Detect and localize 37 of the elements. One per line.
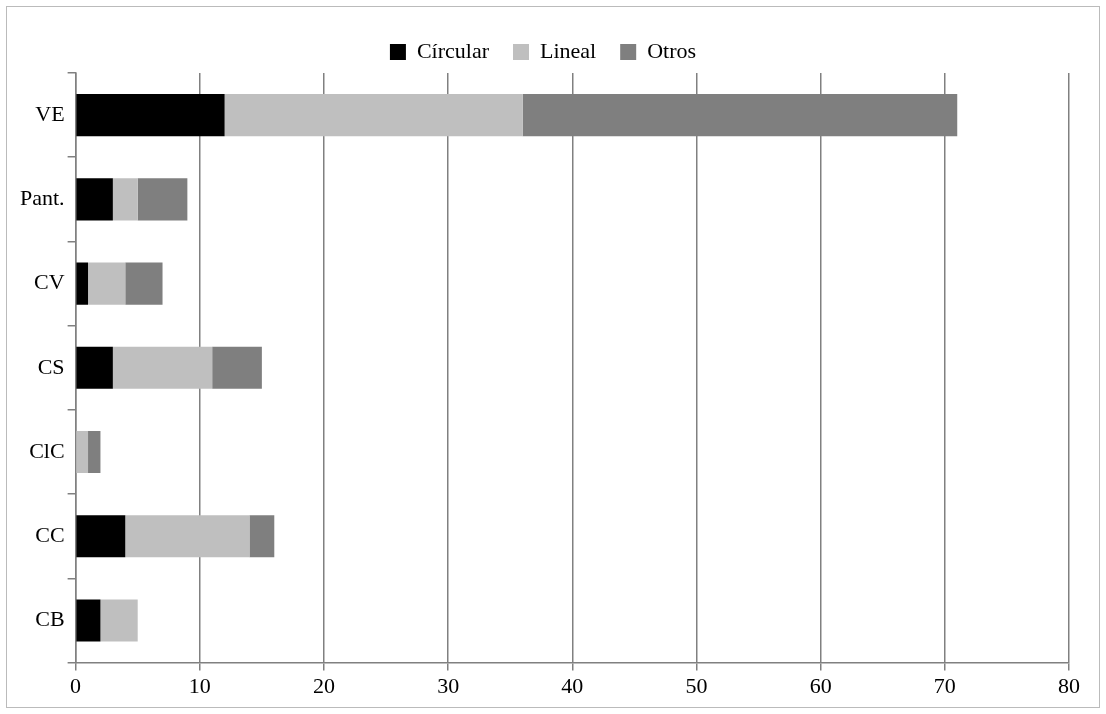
bar <box>100 599 138 642</box>
legend-label: Otros <box>647 37 697 63</box>
bar <box>76 430 89 474</box>
y-tick-label: CV <box>34 269 65 295</box>
y-tick-label: Pant. <box>19 185 65 211</box>
bar <box>76 515 126 558</box>
x-tick-label: 70 <box>933 672 956 698</box>
x-tick-label: 40 <box>561 672 584 698</box>
bar <box>112 178 138 221</box>
bar <box>212 346 262 389</box>
y-tick-label: VE <box>35 100 65 126</box>
y-tick-label: CS <box>37 353 65 379</box>
bar <box>125 515 250 558</box>
y-tick-label: CB <box>35 606 65 632</box>
x-tick-label: 30 <box>437 672 460 698</box>
legend-label: Lineal <box>540 37 597 63</box>
legend-label: Círcular <box>416 37 490 63</box>
x-tick-label: 10 <box>188 672 211 698</box>
bar <box>76 94 225 137</box>
x-tick-label: 20 <box>312 672 335 698</box>
bar <box>137 178 188 221</box>
bar <box>88 430 101 474</box>
bar <box>76 178 113 221</box>
x-tick-label: 60 <box>809 672 832 698</box>
bar <box>224 94 523 137</box>
y-tick-label: ClC <box>29 437 65 463</box>
bar <box>76 262 89 305</box>
bar <box>112 346 213 389</box>
x-tick-label: 80 <box>1058 672 1080 698</box>
bar <box>76 346 113 389</box>
bar <box>88 262 126 305</box>
x-tick-label: 0 <box>70 672 82 698</box>
bar <box>76 599 101 642</box>
bar <box>125 262 163 305</box>
x-tick-label: 50 <box>685 672 708 698</box>
y-tick-label: CC <box>35 522 65 548</box>
bar <box>249 515 275 558</box>
